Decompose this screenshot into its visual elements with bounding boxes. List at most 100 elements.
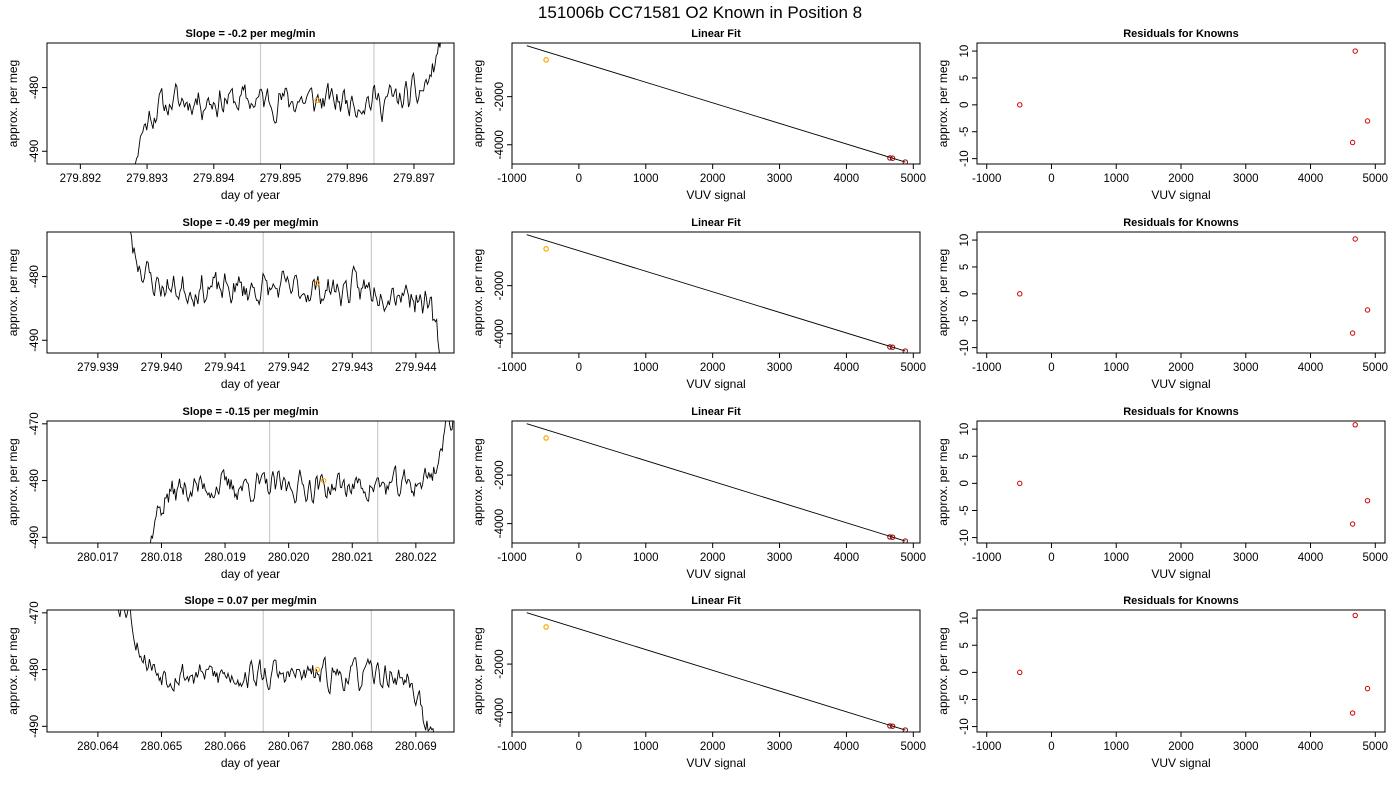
x-axis-label: VUV signal — [1151, 377, 1210, 391]
linear-fit-panel-row-2: Linear Fit -1000 0 1000 2000 3000 4000 5000 -400… — [471, 217, 926, 391]
plot-area — [526, 234, 908, 353]
x-axis-label: VUV signal — [686, 377, 745, 391]
y-tick-label: 0 — [959, 480, 971, 486]
y-tick-label: -480 — [29, 76, 41, 99]
fit-line — [526, 612, 906, 731]
x-tick-label: 280.022 — [395, 552, 437, 564]
x-axis-label: VUV signal — [686, 756, 745, 770]
x-tick-label: 4000 — [1298, 741, 1324, 753]
y-tick-label: -5 — [959, 316, 971, 326]
reference-point — [902, 538, 908, 543]
x-tick-label: -1000 — [972, 173, 1001, 185]
x-tick-label: 279.944 — [395, 362, 437, 374]
x-tick-label: 4000 — [1298, 552, 1324, 564]
residual-point — [1352, 236, 1358, 242]
panel-title: Slope = 0.07 per meg/min — [184, 595, 317, 607]
x-axis-label: VUV signal — [1151, 756, 1210, 770]
residual-point — [1349, 139, 1356, 146]
residual-point — [1017, 102, 1023, 108]
residual-point — [1364, 498, 1371, 504]
plot-frame — [46, 609, 455, 733]
x-axis-label: VUV signal — [686, 188, 745, 202]
y-tick-label: -2000 — [494, 649, 506, 678]
x-tick-label: 279.897 — [393, 173, 435, 185]
x-tick-label: 3000 — [767, 173, 793, 185]
y-axis-label: approx. per meg — [471, 60, 485, 147]
signal-series-line — [150, 421, 454, 543]
y-tick-label: -490 — [29, 715, 41, 738]
x-tick-label: 280.068 — [331, 741, 373, 753]
residual-point — [1349, 710, 1356, 716]
reference-point — [887, 723, 893, 729]
y-tick-label: -4000 — [494, 130, 506, 159]
x-tick-label: 3000 — [1233, 552, 1259, 564]
panel-title: Residuals for Knowns — [1123, 595, 1239, 607]
plot-area — [526, 45, 908, 164]
panel-title: Residuals for Knowns — [1123, 28, 1239, 40]
panel-title: Residuals for Knowns — [1123, 217, 1239, 229]
y-tick-label: 10 — [959, 423, 971, 436]
plot-frame — [46, 420, 455, 544]
panel-title: Slope = -0.49 per meg/min — [182, 217, 318, 229]
y-tick-label: -10 — [959, 529, 971, 546]
x-tick-label: 280.064 — [77, 741, 119, 753]
y-axis-label: approx. per meg — [6, 438, 20, 525]
plot-area — [117, 610, 434, 732]
x-tick-label: 280.069 — [395, 741, 437, 753]
y-tick-label: -2000 — [494, 460, 506, 489]
plot-frame — [976, 420, 1386, 544]
x-tick-label: 3000 — [1233, 362, 1259, 374]
figure-title: 151006b CC71581 O2 Known in Position 8 — [538, 3, 862, 22]
x-tick-label: 279.893 — [126, 173, 168, 185]
fit-line — [526, 234, 906, 352]
x-tick-label: 0 — [576, 173, 582, 185]
x-tick-label: -1000 — [972, 552, 1001, 564]
x-tick-label: 279.939 — [77, 362, 119, 374]
plot-area — [130, 232, 440, 353]
panel-title: Linear Fit — [691, 406, 741, 418]
fit-line — [526, 45, 906, 163]
x-tick-label: 279.940 — [141, 362, 183, 374]
x-tick-label: 0 — [576, 362, 582, 374]
residual-point — [1364, 685, 1371, 692]
y-axis-label: approx. per meg — [471, 438, 485, 525]
x-axis-label: VUV signal — [1151, 188, 1210, 202]
x-tick-label: 5000 — [1362, 552, 1388, 564]
panel-title: Slope = -0.2 per meg/min — [186, 28, 316, 40]
x-tick-label: 2000 — [700, 552, 726, 564]
reference-point — [902, 348, 908, 353]
y-tick-label: -490 — [29, 140, 41, 163]
timeseries-panel-row-1: Slope = -0.2 per meg/min 279.892 279.893 27… — [6, 28, 455, 202]
panel-title: Residuals for Knowns — [1123, 406, 1239, 418]
residual-point — [1017, 669, 1023, 676]
known-point — [543, 435, 549, 441]
x-tick-label: 280.019 — [204, 552, 246, 564]
x-tick-label: 279.892 — [60, 173, 102, 185]
residual-point — [1364, 118, 1371, 124]
y-tick-label: -2000 — [494, 82, 506, 111]
x-tick-label: 0 — [576, 741, 582, 753]
x-tick-label: -1000 — [497, 362, 526, 374]
x-tick-label: 1000 — [633, 173, 659, 185]
plot-frame — [976, 609, 1386, 733]
y-tick-label: -5 — [959, 505, 971, 515]
y-tick-label: 0 — [959, 669, 971, 675]
x-axis-label: VUV signal — [1151, 567, 1210, 581]
plot-frame — [511, 609, 921, 733]
plot-area — [134, 43, 441, 164]
y-axis-label: approx. per meg — [936, 249, 950, 336]
residuals-panel-row-1: Residuals for Knowns -1000 0 1000 2000 3000 40… — [936, 28, 1388, 202]
y-tick-label: -10 — [959, 718, 971, 735]
y-tick-label: 5 — [959, 642, 971, 648]
y-tick-label: 10 — [959, 234, 971, 247]
plot-frame — [511, 420, 921, 544]
x-tick-label: 5000 — [901, 552, 927, 564]
x-tick-label: 1000 — [1103, 741, 1129, 753]
x-tick-label: 1000 — [633, 362, 659, 374]
reference-point — [889, 344, 896, 350]
x-tick-label: 5000 — [901, 741, 927, 753]
x-tick-label: 5000 — [1362, 173, 1388, 185]
x-tick-label: 280.021 — [331, 552, 373, 564]
residual-point — [1017, 480, 1023, 487]
x-tick-label: 1000 — [633, 552, 659, 564]
